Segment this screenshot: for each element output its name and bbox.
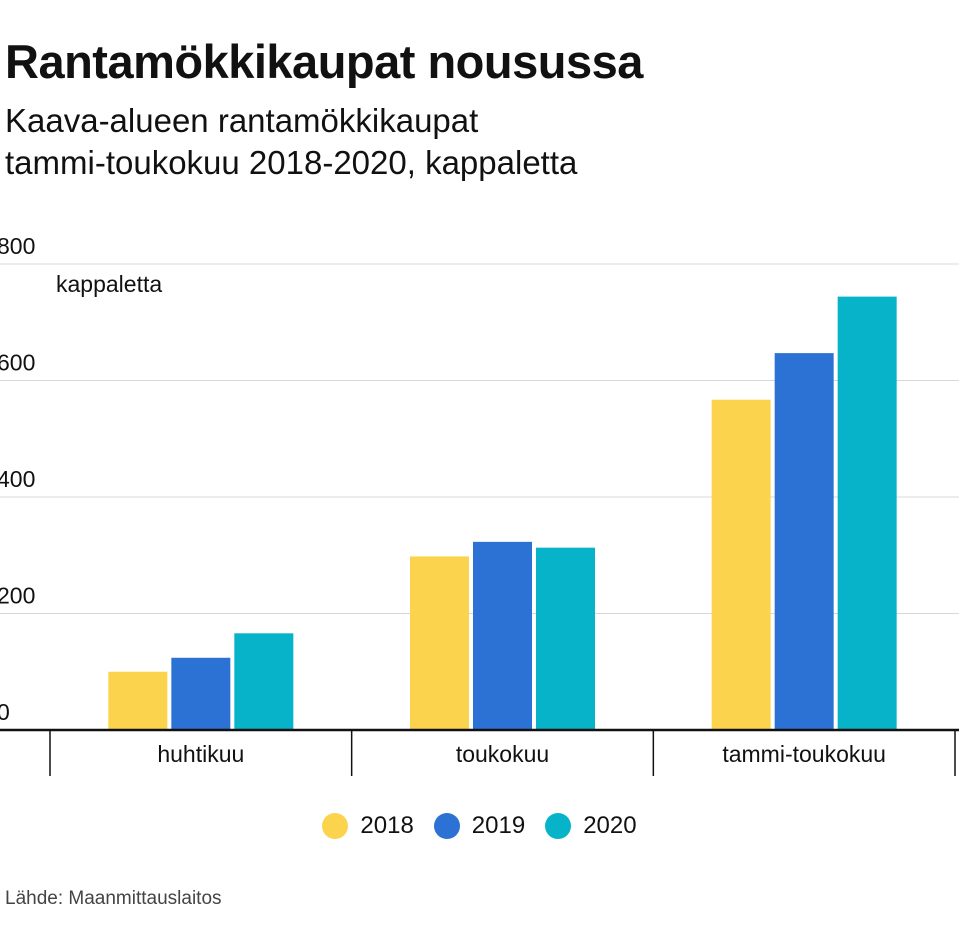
- bar: [171, 657, 231, 730]
- chart-title: Rantamökkikaupat nousussa: [5, 35, 643, 88]
- x-tick-label: tammi-toukokuu: [722, 741, 886, 767]
- bar: [108, 671, 168, 730]
- chart-subtitle: Kaava-alueen rantamökkikaupat tammi-touk…: [5, 100, 905, 184]
- bar: [536, 547, 595, 730]
- legend-swatch-2020: [545, 813, 572, 839]
- legend-label-2020: 2020: [583, 812, 637, 839]
- legend-item-2019: 2019: [433, 812, 526, 840]
- bar: [410, 556, 469, 730]
- legend-item-2018: 2018: [322, 812, 414, 840]
- subtitle-line-2: tammi-toukokuu 2018-2020, kappaletta: [5, 144, 578, 181]
- bar: [711, 399, 771, 730]
- legend-swatch-2019: [433, 813, 460, 839]
- x-tick-label: toukokuu: [456, 741, 549, 767]
- y-tick-label: 400: [0, 466, 35, 492]
- bar: [837, 296, 897, 730]
- legend-label-2019: 2019: [471, 812, 526, 839]
- bar: [234, 633, 294, 730]
- legend: 2018 2019 2020: [0, 812, 959, 840]
- y-tick-label: 600: [0, 350, 35, 376]
- legend-item-2020: 2020: [545, 812, 637, 840]
- y-tick-label: 0: [0, 699, 10, 725]
- bar: [473, 541, 532, 730]
- y-tick-label: 200: [0, 583, 35, 609]
- x-tick-label: huhtikuu: [157, 741, 244, 767]
- y-axis-label: kappaletta: [56, 271, 162, 297]
- legend-label-2018: 2018: [360, 812, 414, 839]
- y-tick-label: 800: [0, 233, 35, 259]
- subtitle-line-1: Kaava-alueen rantamökkikaupat: [5, 102, 479, 139]
- bar-chart: 0 200 400 600 800 kappaletta huhtikuu toukokuu t…: [0, 233, 959, 776]
- legend-swatch-2018: [322, 813, 349, 839]
- source-note: Lähde: Maanmittauslaitos: [5, 888, 222, 909]
- bar: [774, 353, 834, 730]
